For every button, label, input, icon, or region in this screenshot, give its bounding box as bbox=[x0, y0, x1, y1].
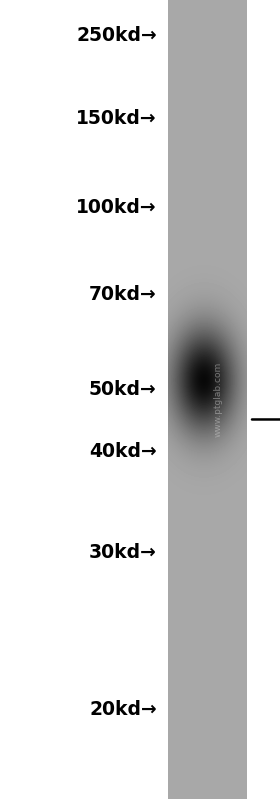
Text: 150kd→: 150kd→ bbox=[76, 109, 157, 128]
Text: 100kd→: 100kd→ bbox=[76, 198, 157, 217]
Text: 30kd→: 30kd→ bbox=[89, 543, 157, 562]
Text: 50kd→: 50kd→ bbox=[89, 380, 157, 400]
Text: 40kd→: 40kd→ bbox=[89, 442, 157, 461]
FancyBboxPatch shape bbox=[168, 0, 246, 799]
Text: www.ptglab.com: www.ptglab.com bbox=[214, 362, 223, 437]
Text: 70kd→: 70kd→ bbox=[89, 284, 157, 304]
Text: 20kd→: 20kd→ bbox=[89, 700, 157, 719]
Text: 250kd→: 250kd→ bbox=[76, 26, 157, 46]
